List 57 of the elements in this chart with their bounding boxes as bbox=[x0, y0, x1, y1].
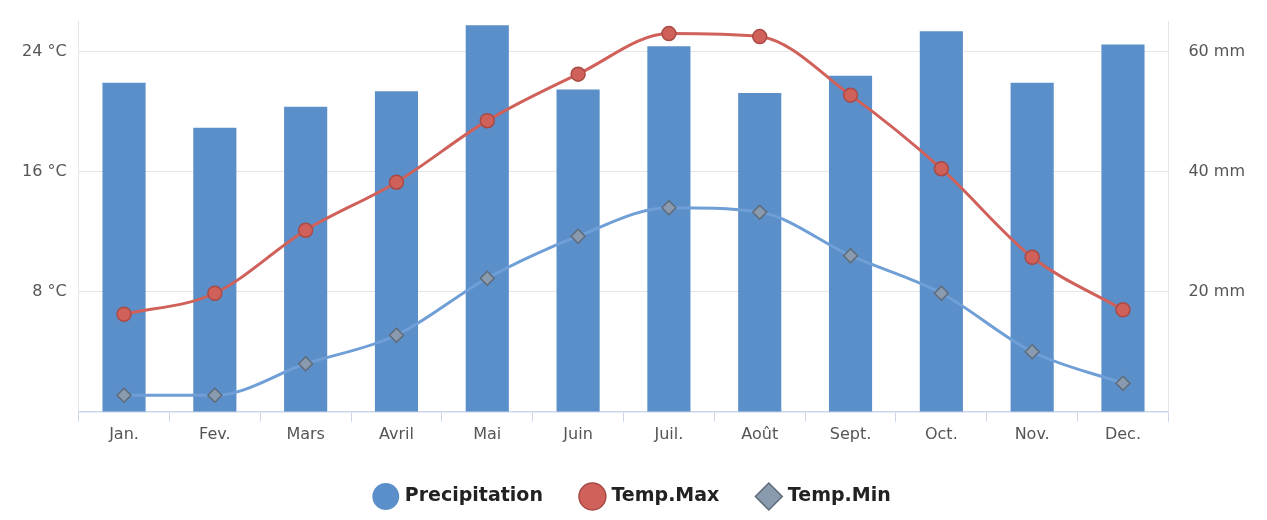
bar bbox=[284, 106, 328, 412]
bar bbox=[102, 82, 146, 412]
x-tick-label: Août bbox=[741, 423, 779, 443]
bar bbox=[465, 25, 509, 412]
x-tick-label: Jan. bbox=[108, 423, 139, 443]
x-tick-label: Avril bbox=[378, 423, 414, 443]
x-tick-label: Juil. bbox=[653, 423, 684, 443]
y-tick-label: 24 °C bbox=[21, 40, 67, 60]
y-tick-label: 16 °C bbox=[21, 160, 67, 180]
point bbox=[1115, 375, 1131, 392]
bar bbox=[556, 89, 600, 412]
x-tick-label: Sept. bbox=[829, 423, 872, 443]
legend-label: Temp.Max bbox=[611, 483, 720, 506]
bar bbox=[374, 91, 419, 412]
point bbox=[388, 327, 405, 344]
y-tick-label: 8 °C bbox=[32, 280, 67, 300]
legend-label: Temp.Min bbox=[787, 483, 891, 506]
point bbox=[116, 306, 132, 322]
point bbox=[570, 66, 586, 82]
bar bbox=[1010, 82, 1054, 412]
point bbox=[479, 112, 496, 129]
y2-tick-label: 60 mm bbox=[1188, 40, 1246, 60]
point bbox=[570, 228, 586, 244]
bar bbox=[738, 93, 782, 412]
point bbox=[751, 204, 768, 220]
y2-tick-label: 20 mm bbox=[1188, 280, 1246, 300]
point bbox=[116, 387, 132, 404]
point bbox=[479, 270, 496, 286]
bar bbox=[919, 31, 963, 412]
bar bbox=[193, 127, 237, 412]
bar bbox=[1101, 44, 1145, 412]
point bbox=[207, 285, 223, 301]
point bbox=[297, 222, 314, 238]
point bbox=[1115, 302, 1131, 318]
bar bbox=[828, 75, 873, 412]
x-tick-label: Fev. bbox=[199, 423, 231, 443]
point bbox=[933, 285, 950, 301]
point bbox=[207, 387, 223, 404]
point bbox=[842, 247, 859, 264]
legend-label: Precipitation bbox=[404, 483, 543, 506]
y2-tick-label: 40 mm bbox=[1188, 160, 1246, 180]
point bbox=[751, 28, 768, 45]
point bbox=[388, 174, 405, 190]
point bbox=[661, 25, 677, 42]
point bbox=[1024, 344, 1040, 360]
point bbox=[1024, 249, 1040, 265]
bar bbox=[647, 46, 691, 412]
x-tick-label: Dec. bbox=[1104, 423, 1141, 443]
point bbox=[297, 356, 314, 372]
x-tick-label: Mai bbox=[473, 423, 502, 443]
x-tick-label: Nov. bbox=[1014, 423, 1050, 443]
x-tick-label: Mars bbox=[286, 423, 325, 443]
point bbox=[933, 160, 950, 177]
point bbox=[842, 87, 859, 103]
x-tick-label: Oct. bbox=[924, 423, 958, 443]
x-tick-label: Juin bbox=[562, 423, 593, 443]
point bbox=[661, 199, 677, 216]
